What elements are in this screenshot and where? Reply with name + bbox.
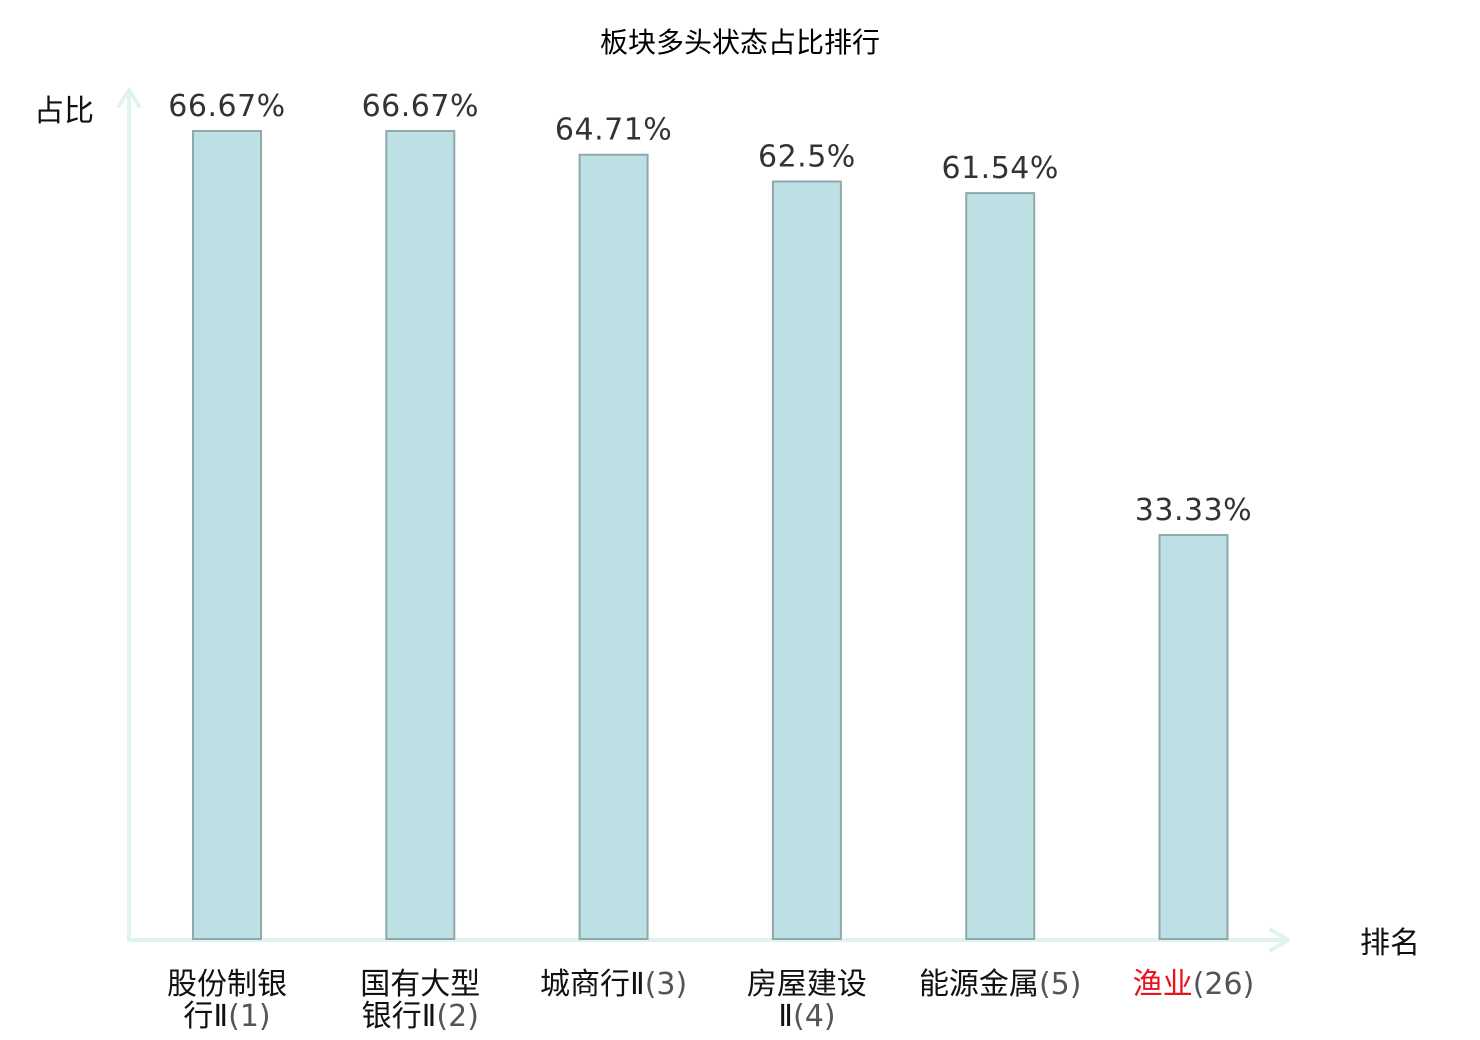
value-label-1: 66.67% bbox=[168, 89, 285, 124]
category-label-3-line-1: 城商行Ⅱ(3) bbox=[540, 967, 687, 1002]
category-label-1-line-1: 股份制银 bbox=[167, 967, 287, 1002]
bar-2 bbox=[385, 130, 456, 940]
category-rank-4: (4) bbox=[793, 999, 836, 1034]
bar-6 bbox=[1158, 534, 1229, 940]
axes bbox=[117, 88, 1290, 952]
bar-4 bbox=[771, 180, 842, 940]
category-rank-5: (5) bbox=[1039, 967, 1082, 1002]
category-rank-6: (26) bbox=[1193, 967, 1255, 1002]
y-axis-label: 占比 bbox=[34, 94, 94, 129]
value-label-3: 64.71% bbox=[555, 113, 672, 148]
category-label-2-line-2: 银行Ⅱ(2) bbox=[362, 999, 479, 1034]
value-label-4: 62.5% bbox=[758, 140, 856, 175]
category-label-1-line-2: 行Ⅱ(1) bbox=[183, 999, 270, 1034]
category-label-4-line-2: Ⅱ(4) bbox=[778, 999, 835, 1034]
category-label-5-line-1: 能源金属(5) bbox=[919, 967, 1081, 1002]
value-labels: 66.67% 66.67% 64.71% 62.5% 61.54% 33.33% bbox=[168, 89, 1252, 528]
bar-3 bbox=[578, 153, 649, 940]
bars bbox=[192, 130, 1229, 941]
value-label-2: 66.67% bbox=[362, 89, 479, 124]
category-label-6-line-1: 渔业(26) bbox=[1133, 967, 1255, 1002]
category-label-4-line-1: 房屋建设 bbox=[747, 967, 867, 1002]
x-axis-label: 排名 bbox=[1360, 926, 1420, 961]
category-rank-3: (3) bbox=[645, 967, 688, 1002]
y-axis-arrow bbox=[117, 88, 141, 108]
bar-5 bbox=[965, 192, 1036, 941]
value-label-5: 61.54% bbox=[942, 151, 1059, 186]
category-rank-2: (2) bbox=[436, 999, 479, 1034]
bar-1 bbox=[192, 130, 262, 940]
category-rank-1: (1) bbox=[228, 999, 271, 1034]
x-axis-arrow bbox=[1269, 928, 1290, 952]
value-label-6: 33.33% bbox=[1135, 493, 1252, 528]
chart-title: 板块多头状态占比排行 bbox=[600, 26, 880, 59]
category-label-2-line-1: 国有大型 bbox=[360, 967, 480, 1002]
